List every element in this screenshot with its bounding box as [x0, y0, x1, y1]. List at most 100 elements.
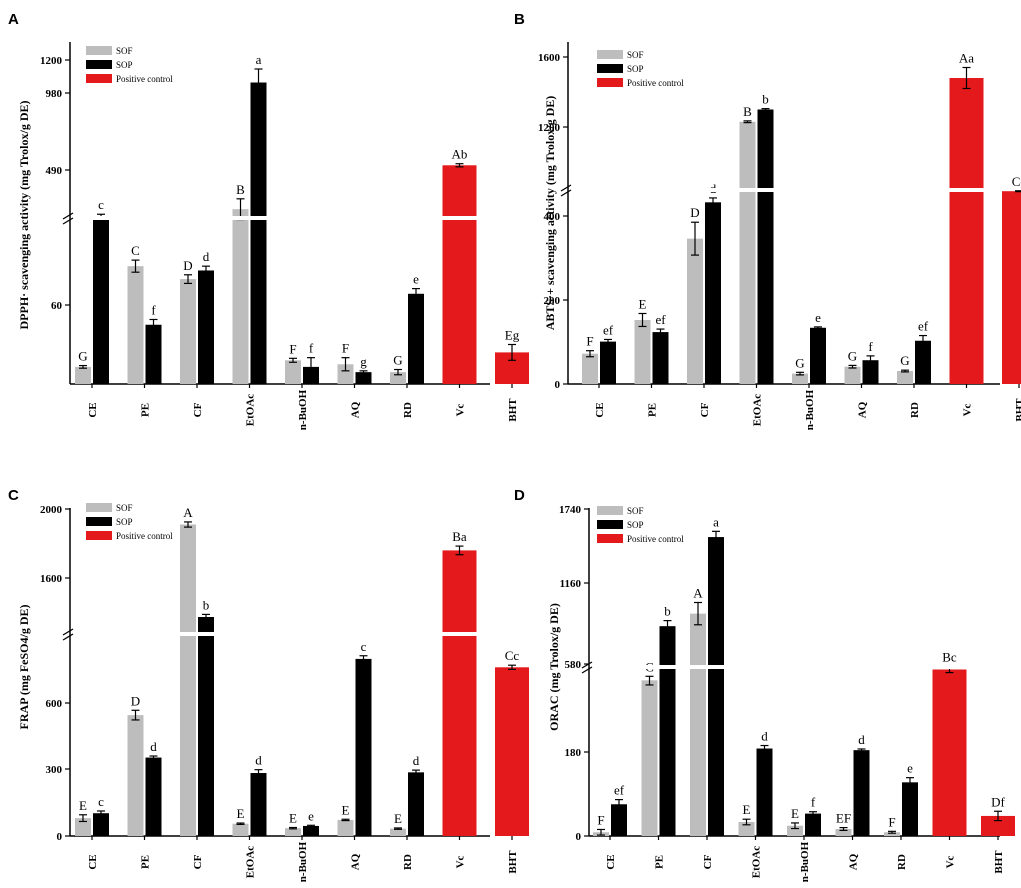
significance-label: Ab: [452, 147, 468, 162]
legend-swatch: [597, 506, 623, 515]
significance-label: B: [743, 104, 752, 119]
axis-break-mark: [560, 189, 572, 197]
bar-sof: [687, 238, 703, 384]
bar-positive-control: [981, 815, 1015, 836]
x-tick-label: PE: [654, 855, 666, 869]
significance-label: e: [815, 310, 821, 325]
significance-label: e: [413, 272, 419, 287]
bar-sop: [250, 82, 267, 384]
y-tick-label: 60: [51, 300, 63, 312]
significance-label: Ba: [452, 529, 467, 544]
significance-label: ef: [655, 312, 666, 327]
bar-sof: [884, 832, 900, 836]
significance-label: D: [690, 205, 699, 220]
axis-break-gap: [590, 665, 999, 669]
axis-break-mark: [581, 661, 593, 669]
bar-sop: [198, 617, 214, 836]
significance-label: c: [361, 639, 367, 654]
y-tick-label: 0: [57, 831, 63, 843]
legend-label: Positive control: [627, 534, 684, 544]
bar-sop: [355, 372, 372, 384]
bar-sof: [390, 828, 406, 836]
significance-label: f: [868, 339, 873, 354]
bar-sop: [757, 109, 774, 384]
x-tick-label: Vc: [945, 855, 957, 868]
axis-break-mark: [62, 628, 74, 636]
significance-label: d: [203, 249, 210, 264]
bar-sop: [145, 757, 162, 836]
bar-sop: [705, 202, 721, 384]
x-tick-label: CE: [87, 402, 99, 417]
significance-label: Aa: [959, 51, 974, 66]
x-tick-label: n-BuOH: [297, 389, 309, 430]
axis-break-gap: [71, 216, 489, 220]
bar-sof: [738, 822, 755, 836]
bar-positive-control: [949, 78, 984, 384]
bar-sof: [127, 266, 144, 384]
significance-label: c: [98, 197, 104, 212]
significance-label: E: [79, 798, 87, 813]
bar-sop: [708, 537, 724, 836]
bar-sop: [93, 216, 109, 384]
significance-label: E: [743, 802, 751, 817]
x-tick-label: EtOAc: [751, 846, 763, 879]
bar-sop: [862, 360, 879, 384]
panel-label: D: [514, 487, 525, 504]
bar-sof: [127, 715, 144, 836]
x-tick-label: CE: [87, 854, 99, 869]
bar-sof: [739, 121, 756, 384]
bar-positive-control: [442, 550, 477, 836]
x-tick-label: n-BuOH: [799, 841, 811, 882]
bar-sof: [232, 823, 249, 836]
legend-swatch: [86, 46, 112, 55]
significance-label: g: [360, 354, 367, 369]
bar-sop: [915, 340, 931, 384]
significance-label: ef: [603, 322, 614, 337]
y-tick-label: 1200: [40, 55, 63, 67]
y-tick-label: 600: [46, 698, 63, 710]
bar-sof: [390, 372, 406, 384]
significance-label: f: [309, 341, 314, 356]
significance-label: f: [811, 795, 816, 810]
bar-sof: [641, 680, 658, 836]
significance-label: e: [308, 808, 314, 823]
bar-sop: [250, 773, 267, 836]
legend-swatch: [597, 64, 623, 73]
legend-swatch: [86, 503, 112, 512]
x-tick-label: PE: [647, 403, 659, 417]
x-tick-label: Vc: [455, 403, 467, 416]
panel-label: B: [514, 11, 525, 28]
x-tick-label: PE: [140, 403, 152, 417]
x-tick-label: EtOAc: [752, 394, 764, 427]
legend-swatch: [597, 520, 623, 529]
x-tick-label: AQ: [350, 401, 362, 418]
significance-label: d: [858, 732, 865, 747]
significance-label: D: [131, 693, 140, 708]
x-tick-label: BHT: [1014, 398, 1021, 422]
bar-sof: [582, 353, 598, 384]
legend-label: SOP: [627, 64, 644, 74]
x-tick-label: RD: [909, 402, 921, 418]
significance-label: E: [394, 811, 402, 826]
legend-label: SOP: [116, 517, 133, 527]
y-axis-label: DPPH· scavenging activity (mg Trolox/g D…: [17, 101, 31, 330]
bar-sof: [75, 366, 91, 384]
x-tick-label: BHT: [993, 850, 1005, 874]
legend-label: SOF: [627, 50, 644, 60]
bar-sof: [690, 613, 706, 836]
bar-sop: [611, 804, 627, 836]
bar-sop: [303, 825, 319, 836]
legend-label: SOF: [627, 506, 644, 516]
legend-swatch: [86, 531, 112, 540]
axis-break-mark: [581, 666, 593, 674]
significance-label: e: [907, 761, 913, 776]
bar-sof: [634, 319, 651, 384]
significance-label: d: [150, 739, 157, 754]
y-tick-label: 2000: [40, 504, 63, 516]
significance-label: ef: [918, 319, 929, 334]
x-tick-label: AQ: [848, 853, 860, 870]
significance-label: E: [639, 296, 647, 311]
significance-label: EF: [836, 811, 851, 826]
significance-label: Cc: [505, 648, 520, 663]
